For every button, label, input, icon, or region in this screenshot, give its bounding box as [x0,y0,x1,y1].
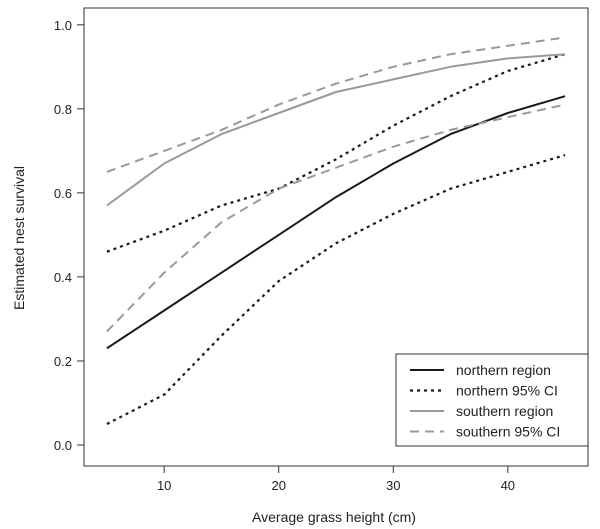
series-line-northern-region [106,95,566,350]
series-line-northern-95-ci [106,53,566,253]
series-line-southern-95-ci [106,103,566,333]
x-tick-label: 20 [271,478,285,493]
x-tick-label: 10 [157,478,171,493]
series-line-southern-95-ci [106,36,566,173]
x-tick-label: 40 [501,478,515,493]
y-tick-label: 1.0 [54,18,72,33]
y-axis-label: Estimated nest survival [11,166,27,310]
series-line-southern-region [106,53,566,207]
legend-label: northern 95% CI [456,383,558,399]
legend-label: southern 95% CI [456,424,560,440]
y-tick-label: 0.6 [54,186,72,201]
series-line-northern-95-ci [106,154,566,425]
y-tick-label: 0.2 [54,354,72,369]
y-tick-label: 0.4 [54,270,72,285]
x-tick-label: 30 [386,478,400,493]
legend-label: southern region [456,403,553,419]
legend-label: northern region [456,362,551,378]
y-tick-label: 0.8 [54,102,72,117]
x-axis-label: Average grass height (cm) [252,509,416,525]
plot-frame [83,7,589,467]
y-tick-label: 0.0 [54,438,72,453]
